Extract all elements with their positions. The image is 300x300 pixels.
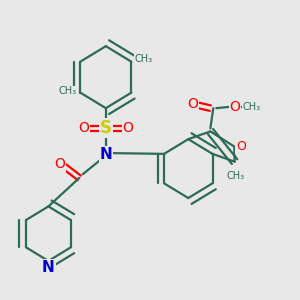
Text: CH₃: CH₃ [227, 171, 245, 181]
Text: O: O [78, 121, 89, 135]
Text: CH₃: CH₃ [242, 102, 261, 112]
Text: CH₃: CH₃ [58, 86, 76, 96]
Text: S: S [100, 119, 112, 137]
Text: N: N [100, 147, 112, 162]
Text: O: O [54, 157, 65, 171]
Text: N: N [42, 260, 55, 275]
Text: O: O [122, 121, 134, 135]
Text: O: O [230, 100, 240, 114]
Text: O: O [236, 140, 246, 153]
Text: O: O [187, 97, 198, 110]
Text: CH₃: CH₃ [134, 54, 152, 64]
